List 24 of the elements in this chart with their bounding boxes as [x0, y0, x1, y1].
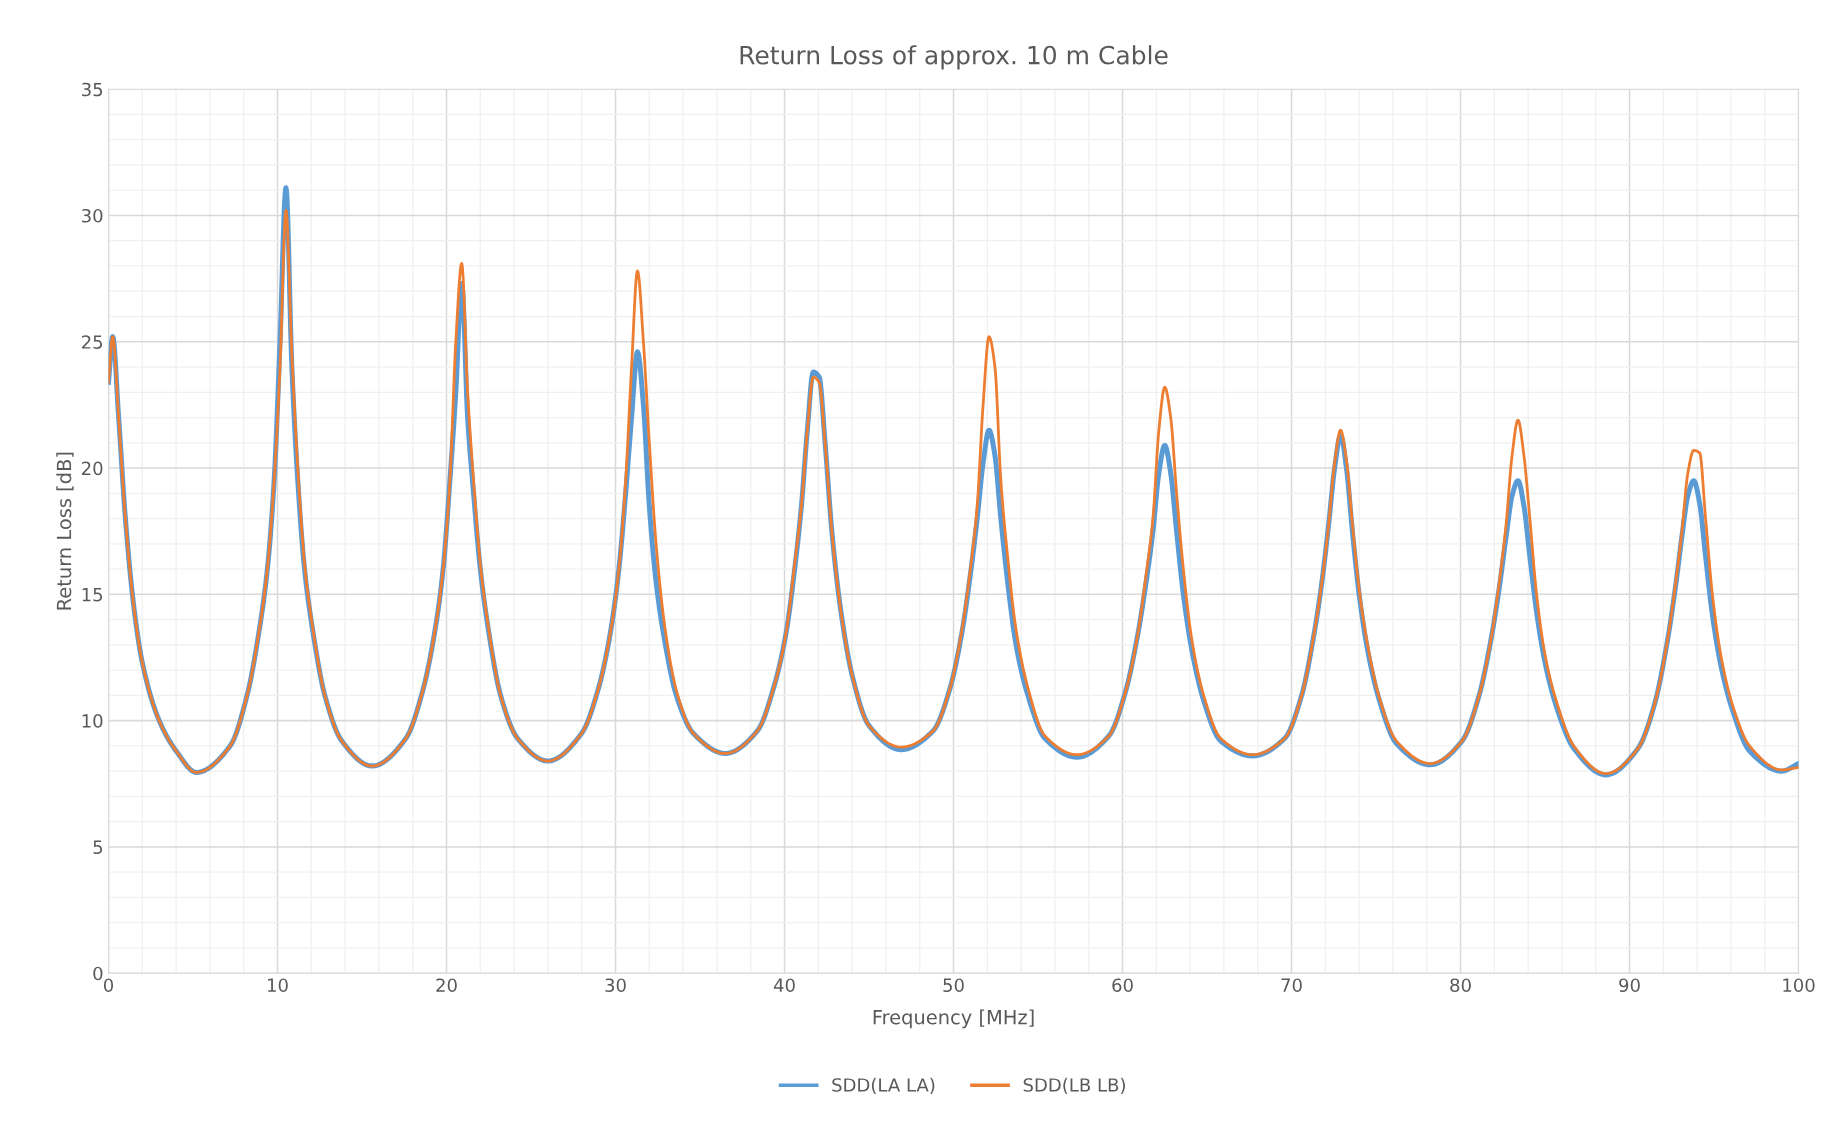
- y-tick-label: 20: [81, 461, 103, 476]
- x-axis-title: Frequency [MHz]: [873, 1009, 1034, 1029]
- legend-label: SDD(LB LB): [1023, 1077, 1125, 1094]
- x-tick-label: 80: [1450, 978, 1471, 993]
- y-tick-label: 10: [82, 714, 103, 728]
- y-tick-label: 25: [81, 335, 103, 349]
- x-tick-label: 10: [268, 978, 288, 993]
- y-tick-label: 5: [93, 840, 103, 855]
- y-tick-label: 0: [93, 966, 103, 981]
- x-tick-label: 100: [1783, 978, 1815, 993]
- legend-label: SDD(LA LA): [832, 1077, 935, 1094]
- x-tick-label: 20: [436, 978, 457, 993]
- y-tick-label: 15: [82, 588, 103, 602]
- x-tick-label: 70: [1281, 978, 1302, 993]
- x-tick-label: 40: [773, 978, 795, 993]
- x-tick-label: 60: [1112, 978, 1133, 993]
- x-tick-label: 30: [605, 978, 626, 993]
- x-tick-label: 50: [943, 978, 964, 993]
- chart-title: Return Loss of approx. 10 m Cable: [740, 45, 1168, 70]
- y-tick-label: 35: [82, 82, 103, 97]
- x-tick-label: 90: [1619, 978, 1640, 993]
- y-tick-label: 30: [82, 208, 103, 223]
- x-tick-label: 0: [103, 978, 114, 993]
- y-axis-title: Return Loss [dB]: [56, 452, 74, 610]
